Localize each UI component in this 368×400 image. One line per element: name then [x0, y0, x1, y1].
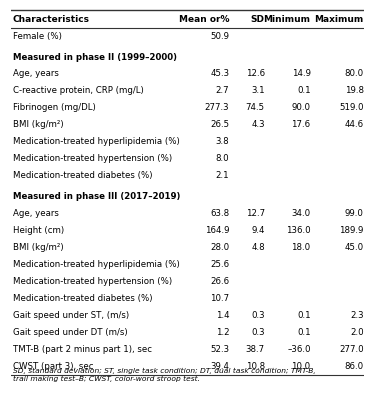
Text: 26.6: 26.6	[210, 277, 229, 286]
Text: Medication-treated diabetes (%): Medication-treated diabetes (%)	[13, 171, 152, 180]
Text: Fibrinogen (mg/DL): Fibrinogen (mg/DL)	[13, 103, 96, 112]
Text: 45.0: 45.0	[344, 243, 364, 252]
Text: CWST (part 3), sec: CWST (part 3), sec	[13, 362, 93, 371]
Text: 26.5: 26.5	[210, 120, 229, 129]
Text: 12.6: 12.6	[245, 69, 265, 78]
Text: 0.1: 0.1	[297, 328, 311, 337]
Text: 4.8: 4.8	[251, 243, 265, 252]
Text: 519.0: 519.0	[339, 103, 364, 112]
Text: 44.6: 44.6	[344, 120, 364, 129]
Text: 38.7: 38.7	[245, 345, 265, 354]
Text: 2.7: 2.7	[216, 86, 229, 95]
Text: Medication-treated hyperlipidemia (%): Medication-treated hyperlipidemia (%)	[13, 260, 180, 269]
Text: 63.8: 63.8	[210, 209, 229, 218]
Text: 14.9: 14.9	[291, 69, 311, 78]
Text: 0.3: 0.3	[251, 328, 265, 337]
Text: C-reactive protein, CRP (mg/L): C-reactive protein, CRP (mg/L)	[13, 86, 144, 95]
Text: SD: SD	[251, 15, 265, 24]
Text: 1.4: 1.4	[216, 311, 229, 320]
Text: Medication-treated hypertension (%): Medication-treated hypertension (%)	[13, 277, 172, 286]
Text: 80.0: 80.0	[344, 69, 364, 78]
Text: BMI (kg/m²): BMI (kg/m²)	[13, 120, 63, 129]
Text: 28.0: 28.0	[210, 243, 229, 252]
Text: Medication-treated hyperlipidemia (%): Medication-treated hyperlipidemia (%)	[13, 137, 180, 146]
Text: 10.8: 10.8	[245, 362, 265, 371]
Text: Measured in phase II (1999–2000): Measured in phase II (1999–2000)	[13, 53, 177, 62]
Text: 3.8: 3.8	[216, 137, 229, 146]
Text: Height (cm): Height (cm)	[13, 226, 64, 235]
Text: 277.3: 277.3	[205, 103, 229, 112]
Text: 2.0: 2.0	[350, 328, 364, 337]
Text: 39.4: 39.4	[210, 362, 229, 371]
Text: BMI (kg/m²): BMI (kg/m²)	[13, 243, 63, 252]
Text: 18.0: 18.0	[291, 243, 311, 252]
Text: SD, standard deviation; ST, single task condition; DT, dual task condition; TMT-: SD, standard deviation; ST, single task …	[13, 368, 315, 382]
Text: Age, years: Age, years	[13, 209, 59, 218]
Text: 2.1: 2.1	[216, 171, 229, 180]
Text: Minimum: Minimum	[263, 15, 311, 24]
Text: 0.1: 0.1	[297, 86, 311, 95]
Text: 74.5: 74.5	[245, 103, 265, 112]
Text: 10.7: 10.7	[210, 294, 229, 303]
Text: 52.3: 52.3	[210, 345, 229, 354]
Text: 0.1: 0.1	[297, 311, 311, 320]
Text: 12.7: 12.7	[245, 209, 265, 218]
Text: 10.0: 10.0	[291, 362, 311, 371]
Text: Medication-treated diabetes (%): Medication-treated diabetes (%)	[13, 294, 152, 303]
Text: 17.6: 17.6	[291, 120, 311, 129]
Text: 34.0: 34.0	[291, 209, 311, 218]
Text: Gait speed under ST, (m/s): Gait speed under ST, (m/s)	[13, 311, 129, 320]
Text: 0.3: 0.3	[251, 311, 265, 320]
Text: Age, years: Age, years	[13, 69, 59, 78]
Text: 164.9: 164.9	[205, 226, 229, 235]
Text: –36.0: –36.0	[287, 345, 311, 354]
Text: Gait speed under DT (m/s): Gait speed under DT (m/s)	[13, 328, 127, 337]
Text: 19.8: 19.8	[344, 86, 364, 95]
Text: 8.0: 8.0	[216, 154, 229, 163]
Text: Measured in phase III (2017–2019): Measured in phase III (2017–2019)	[13, 192, 180, 202]
Text: 86.0: 86.0	[344, 362, 364, 371]
Text: 45.3: 45.3	[210, 69, 229, 78]
Text: Female (%): Female (%)	[13, 32, 62, 41]
Text: Mean or%: Mean or%	[179, 15, 229, 24]
Text: 2.3: 2.3	[350, 311, 364, 320]
Text: Medication-treated hypertension (%): Medication-treated hypertension (%)	[13, 154, 172, 163]
Text: 3.1: 3.1	[251, 86, 265, 95]
Text: 4.3: 4.3	[251, 120, 265, 129]
Text: TMT-B (part 2 minus part 1), sec: TMT-B (part 2 minus part 1), sec	[13, 345, 152, 354]
Text: 90.0: 90.0	[291, 103, 311, 112]
Text: 50.9: 50.9	[210, 32, 229, 41]
Text: 25.6: 25.6	[210, 260, 229, 269]
Text: 99.0: 99.0	[345, 209, 364, 218]
Text: Maximum: Maximum	[314, 15, 364, 24]
Text: 136.0: 136.0	[286, 226, 311, 235]
Text: 189.9: 189.9	[339, 226, 364, 235]
Text: 9.4: 9.4	[251, 226, 265, 235]
Text: 1.2: 1.2	[216, 328, 229, 337]
Text: 277.0: 277.0	[339, 345, 364, 354]
Text: Characteristics: Characteristics	[13, 15, 90, 24]
